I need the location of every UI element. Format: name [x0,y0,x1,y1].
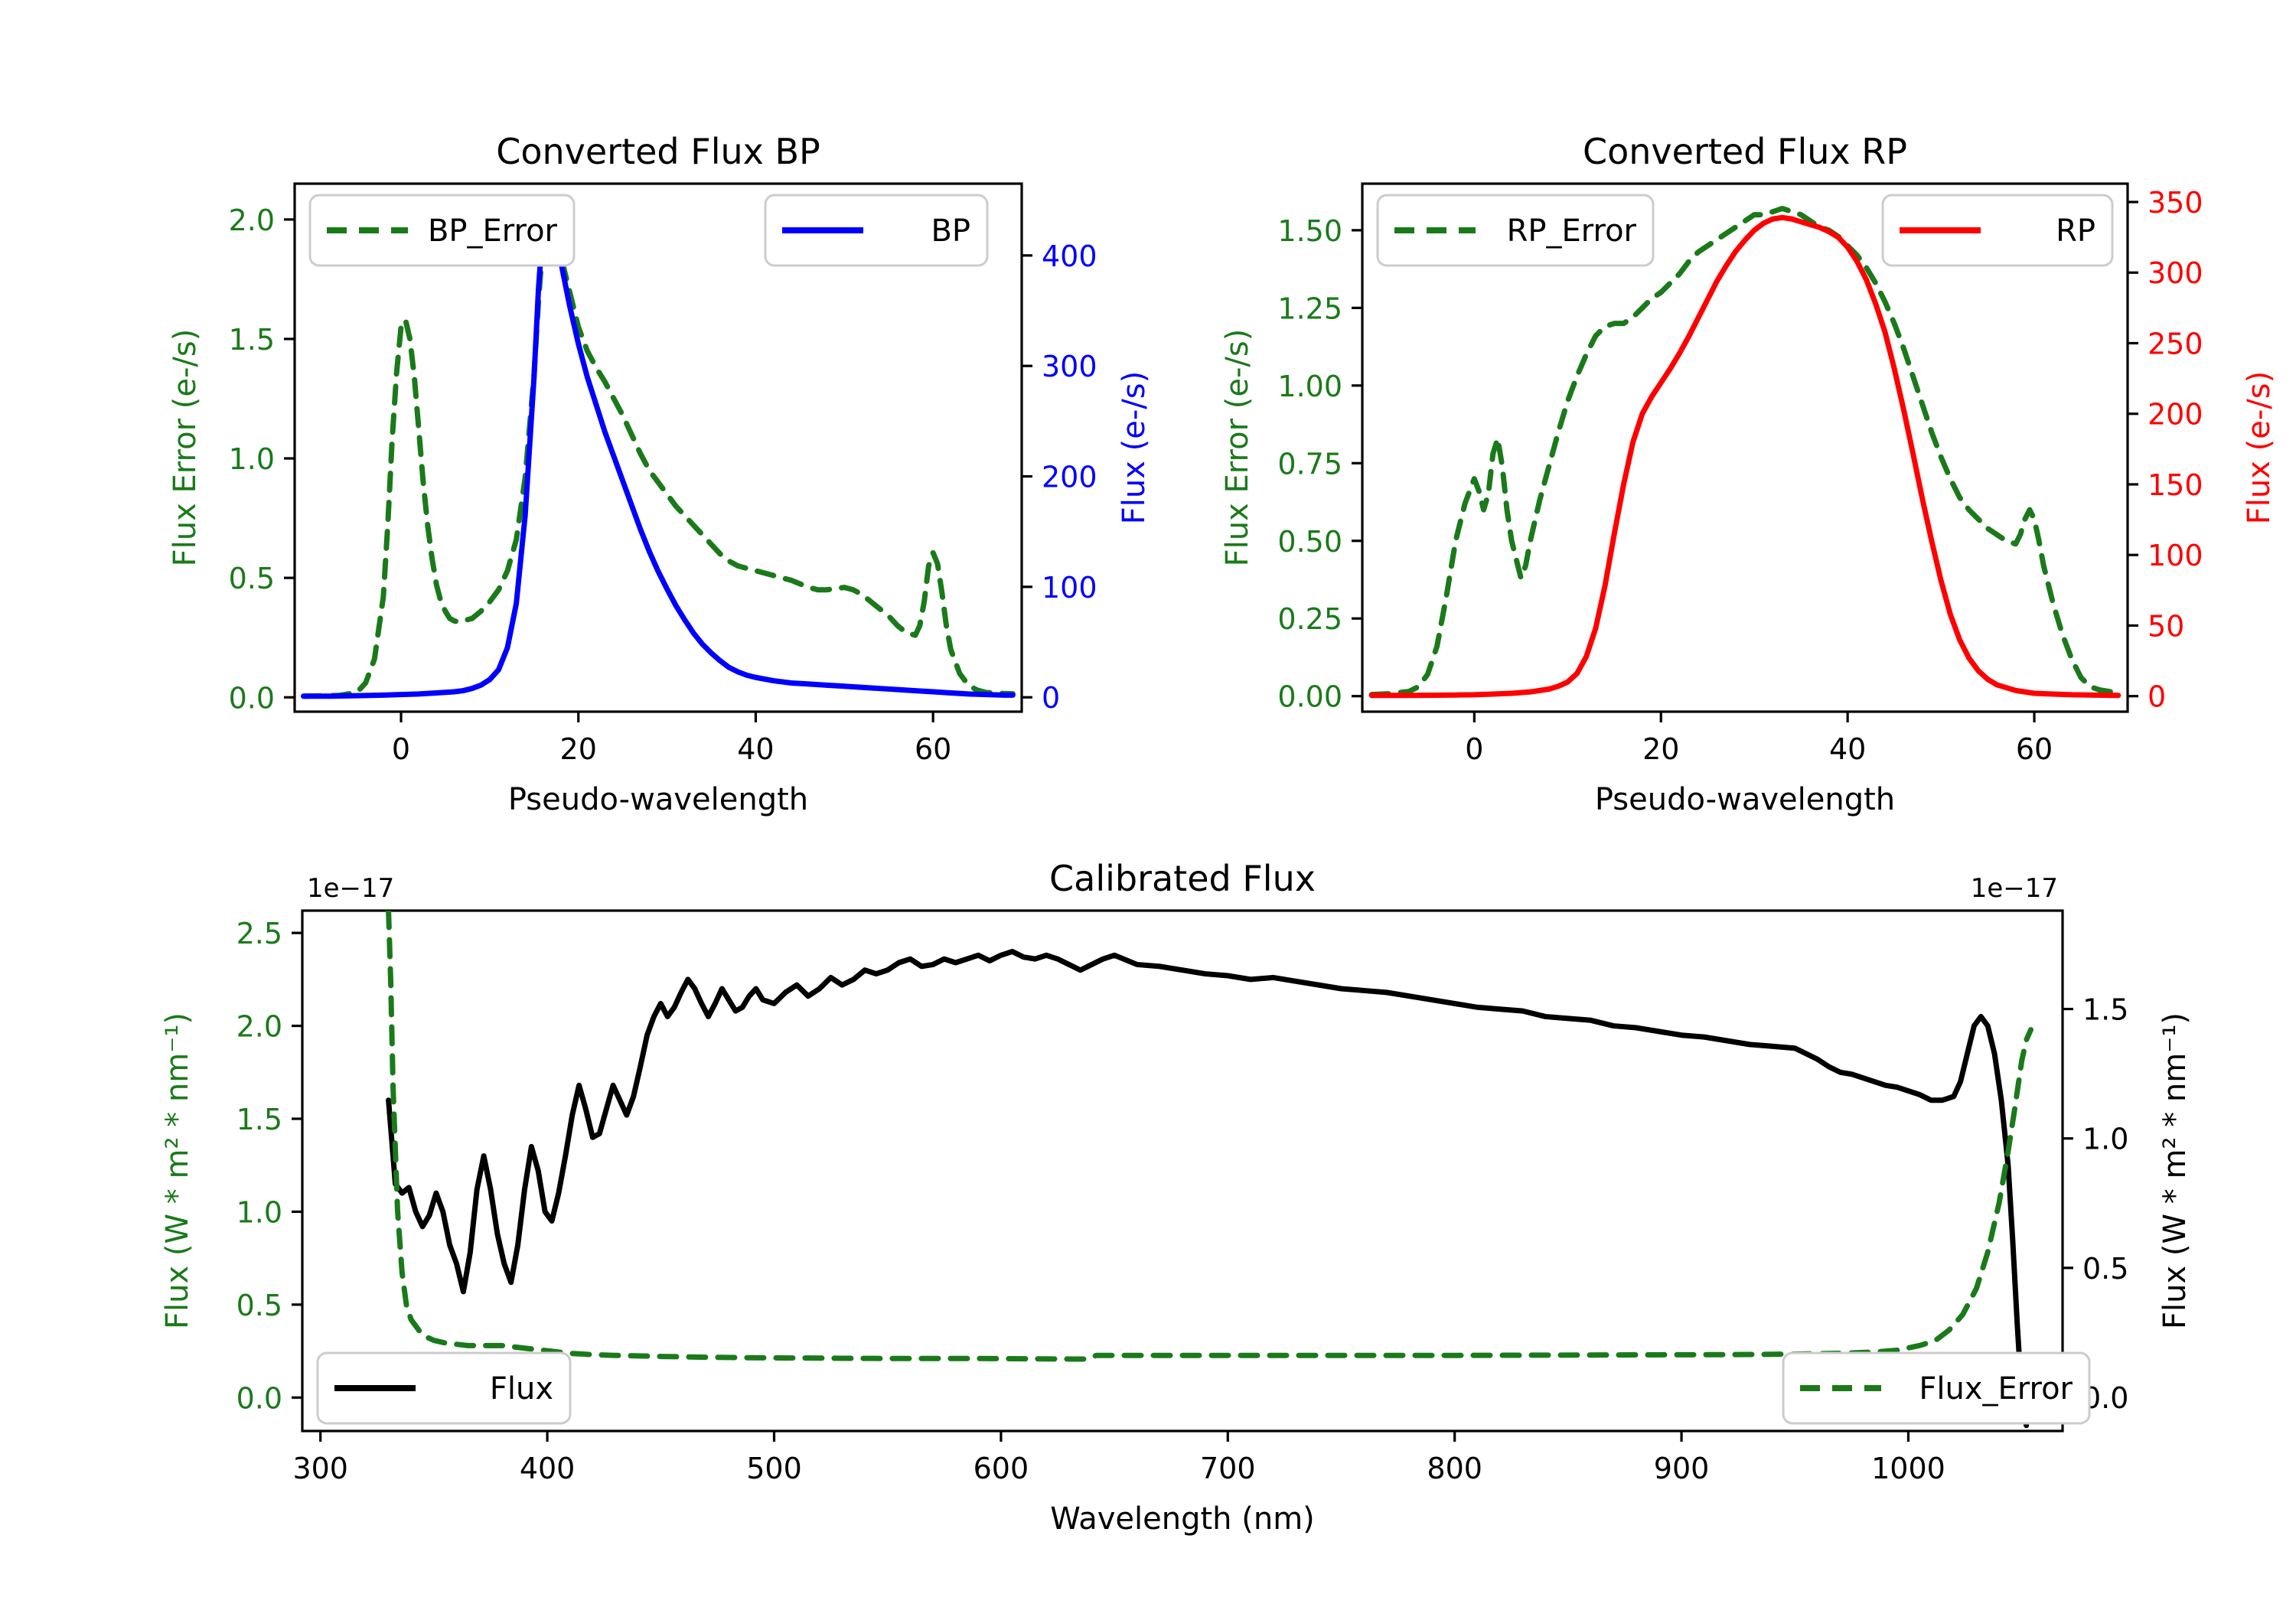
x-tick-label: 60 [915,732,951,766]
legend-background [316,1351,572,1425]
y-right-axis-label: Flux (e-/s) [2242,371,2277,524]
y-right-tick-label: 200 [2148,398,2203,432]
legend-flux-error[interactable]: Flux_Error [1782,1351,2091,1425]
legend-background [1376,194,1655,267]
y-left-tick-label: 0.5 [236,1289,282,1322]
y-left-tick-label: 1.00 [1277,370,1342,403]
y-left-tick-label: 0.5 [229,562,275,595]
x-tick-label: 600 [974,1452,1029,1485]
panel-converted-flux-bp: Converted Flux BP 0 20 40 60 Pseudo-wavelengt… [0,0,1152,826]
y-right-tick-label: 150 [2148,468,2203,502]
x-axis-label: Wavelength (nm) [1050,1501,1315,1537]
y-left-tick-label: 1.25 [1277,292,1342,325]
y-left-tick-label: 0.25 [1277,602,1342,636]
y-left-axis-label: Flux Error (e-/s) [1220,329,1255,567]
y-left-tick-label: 1.5 [236,1103,282,1136]
y-right-tick-label: 300 [2148,256,2203,290]
y-left-tick-label: 2.0 [229,204,275,237]
x-axis-label: Pseudo-wavelength [508,782,808,817]
y-left-tick-label: 0.75 [1277,447,1342,481]
series-line-rp [1368,214,2122,699]
plot-title: Converted Flux BP [496,131,820,172]
y-left-tick-label: 2.5 [236,917,282,950]
y-right-tick-label: 300 [1042,350,1097,383]
y-left-tick-label: 1.0 [236,1195,282,1229]
series-line-bp [301,208,1016,699]
series-line-flux [386,948,2034,1429]
plot-frame [1361,182,2129,713]
y-left-axis-label: Flux Error (e-/s) [168,329,203,567]
legend-label: RP_Error [1507,214,1637,249]
x-tick-label: 500 [746,1452,802,1485]
legend-label: Flux_Error [1919,1371,2073,1407]
x-axis-label: Pseudo-wavelength [1595,782,1895,817]
x-tick-label: 60 [2016,732,2053,766]
legend-flux[interactable]: RP [1881,194,2114,267]
legend-label: BP_Error [428,214,558,249]
legend-error[interactable]: BP_Error [308,194,576,267]
legend-background [308,194,576,267]
legend-background [1782,1351,2091,1425]
y-left-tick-label: 0.50 [1277,525,1342,559]
x-tick-label: 0 [1465,732,1483,766]
y-left-tick-label: 0.0 [236,1381,282,1415]
plot-frame [301,909,2064,1433]
y-right-tick-label: 0 [1042,681,1060,715]
x-tick-label: 40 [1829,732,1866,766]
series-line-rp_error [1368,205,2122,698]
legend-background [764,194,989,267]
y-right-tick-label: 50 [2148,609,2184,643]
y-left-tick-label: 0.00 [1277,680,1342,714]
y-right-tick-label: 0.5 [2082,1252,2128,1286]
y-right-offset-label: 1e−17 [1971,873,2058,904]
y-right-tick-label: 200 [1042,461,1097,494]
x-tick-label: 0 [392,732,410,766]
y-right-tick-label: 1.0 [2082,1123,2128,1156]
y-left-tick-label: 1.0 [229,442,275,476]
y-left-tick-label: 0.0 [229,681,275,715]
x-tick-label: 900 [1654,1452,1710,1485]
legend-flux[interactable]: Flux [316,1351,572,1425]
series-line-flux_error [386,911,2034,1362]
panel-converted-flux-rp: Converted Flux RP 0 20 40 60 Pseudo-wavelengt… [1148,0,2296,826]
x-tick-label: 700 [1200,1452,1256,1485]
x-tick-label: 800 [1427,1452,1482,1485]
y-left-tick-label: 1.50 [1277,214,1342,248]
y-right-tick-label: 1.5 [2082,993,2128,1027]
x-tick-label: 400 [520,1452,576,1485]
y-left-tick-label: 2.0 [236,1010,282,1044]
series-line-bp_error [301,217,1016,699]
legend-background [1881,194,2114,267]
panel-calibrated-flux: Calibrated Flux 300 400 500 600 700 800 900 1000… [0,826,2296,1607]
y-left-offset-label: 1e−17 [307,873,394,904]
x-tick-label: 300 [292,1452,348,1485]
legend-error[interactable]: RP_Error [1376,194,1655,267]
y-right-axis-label: Flux (e-/s) [1117,371,1152,524]
legend-flux[interactable]: BP [764,194,989,267]
legend-label: Flux [490,1371,553,1407]
y-right-axis-label: Flux (W * m² * nm⁻¹) [2157,1012,2193,1329]
plot-frame [293,182,1023,713]
x-tick-label: 20 [560,732,597,766]
x-tick-label: 20 [1642,732,1679,766]
plot-title: Calibrated Flux [1049,858,1316,899]
plot-title: Converted Flux RP [1583,131,1907,172]
y-right-tick-label: 0 [2148,680,2166,714]
legend-label: RP [2056,214,2095,249]
y-left-axis-label: Flux (W * m² * nm⁻¹) [160,1012,195,1329]
y-right-tick-label: 100 [2148,539,2203,572]
y-left-tick-label: 1.5 [229,323,275,357]
legend-label: BP [931,214,970,249]
y-right-tick-label: 400 [1042,240,1097,273]
x-tick-label: 40 [737,732,774,766]
y-right-tick-label: 250 [2148,327,2203,360]
y-right-tick-label: 350 [2148,186,2203,220]
x-tick-label: 1000 [1871,1452,1945,1485]
y-right-tick-label: 100 [1042,571,1097,605]
